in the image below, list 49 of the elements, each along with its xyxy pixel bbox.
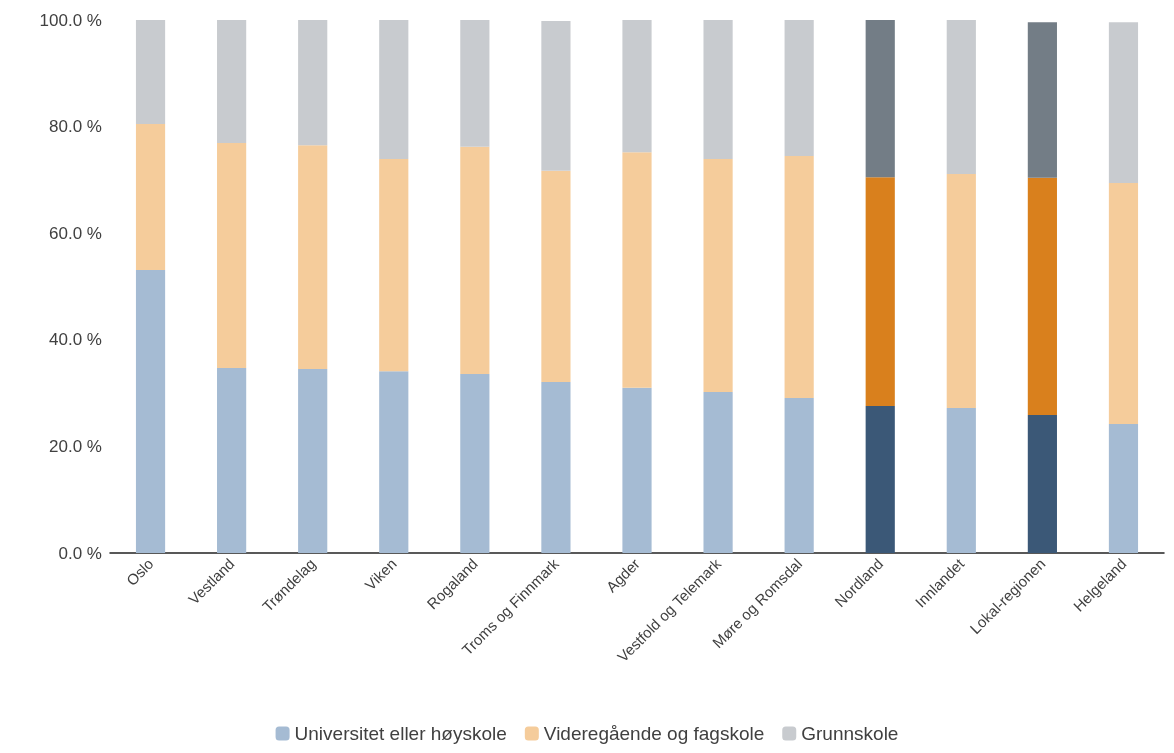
legend-label: Grunnskole bbox=[801, 723, 899, 744]
bar bbox=[379, 159, 409, 372]
bar bbox=[703, 20, 733, 160]
bar bbox=[298, 20, 328, 146]
bar bbox=[784, 20, 814, 156]
bar bbox=[460, 20, 490, 147]
bar bbox=[1027, 177, 1057, 415]
bar bbox=[298, 145, 328, 370]
bar bbox=[541, 381, 571, 553]
bar bbox=[135, 20, 166, 124]
bar bbox=[1027, 414, 1057, 553]
bar bbox=[703, 392, 733, 553]
legend-label: Universitet eller høyskole bbox=[294, 723, 507, 744]
bar bbox=[298, 369, 328, 553]
bar bbox=[460, 146, 490, 374]
bar bbox=[379, 20, 409, 160]
bar bbox=[865, 405, 895, 553]
bar bbox=[784, 397, 814, 553]
y-tick-label: 0.0 % bbox=[58, 543, 102, 563]
y-tick-label: 40.0 % bbox=[49, 330, 102, 350]
bar bbox=[217, 143, 247, 369]
bar bbox=[622, 387, 652, 553]
legend-label: Videregående og fagskole bbox=[543, 723, 765, 744]
bar bbox=[865, 20, 895, 178]
bar bbox=[135, 269, 166, 553]
bar bbox=[217, 20, 247, 144]
y-tick-label: 20.0 % bbox=[49, 436, 102, 456]
bar bbox=[541, 170, 571, 382]
y-tick-label: 100.0 % bbox=[39, 10, 102, 30]
bar bbox=[1027, 22, 1057, 178]
bar bbox=[946, 408, 976, 553]
bar bbox=[135, 123, 166, 270]
bar bbox=[622, 152, 652, 388]
bar bbox=[541, 21, 571, 171]
bar bbox=[622, 20, 652, 153]
bar bbox=[1108, 22, 1139, 184]
bar bbox=[865, 177, 895, 406]
y-tick-label: 80.0 % bbox=[49, 117, 102, 137]
bar bbox=[703, 159, 733, 393]
y-tick-label: 60.0 % bbox=[49, 223, 102, 243]
bar bbox=[379, 371, 409, 553]
bar bbox=[460, 373, 490, 553]
bar bbox=[217, 368, 247, 553]
bar bbox=[946, 174, 976, 409]
bar bbox=[1108, 424, 1139, 553]
x-tick-label: Oslo bbox=[122, 554, 157, 589]
bar bbox=[946, 20, 976, 175]
bar bbox=[784, 155, 814, 398]
bar bbox=[1108, 183, 1139, 425]
